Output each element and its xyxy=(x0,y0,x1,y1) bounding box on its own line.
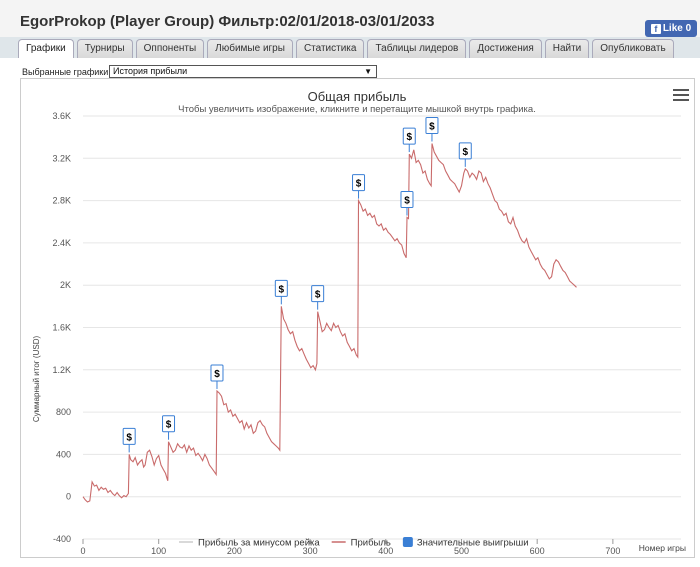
big-win-label: $ xyxy=(126,432,132,443)
big-win-label: $ xyxy=(315,290,321,301)
chart-selector-value: История прибыли xyxy=(113,66,188,76)
y-tick-label: 2K xyxy=(60,280,71,290)
big-win-label: $ xyxy=(429,121,435,132)
y-tick-label: 2.8K xyxy=(52,196,71,206)
facebook-like-label: Like 0 xyxy=(662,23,692,34)
x-axis-ticks: 0 100 200 300 400 500 600 700 xyxy=(80,539,620,556)
chart-grid xyxy=(83,115,681,540)
chart-menu-icon[interactable] xyxy=(673,89,689,101)
x-tick-label: 600 xyxy=(530,546,545,556)
chart-container[interactable]: Общая прибыль Чтобы увеличить изображени… xyxy=(20,78,695,558)
x-tick-label: 300 xyxy=(303,546,318,556)
x-tick-label: 100 xyxy=(151,546,166,556)
big-win-label: $ xyxy=(404,196,410,207)
y-tick-label: 800 xyxy=(56,407,71,417)
series-line-profit xyxy=(82,143,577,503)
tab-3[interactable]: Любимые игры xyxy=(207,39,293,58)
big-win-label: $ xyxy=(166,420,172,431)
profit-chart[interactable]: Общая прибыль Чтобы увеличить изображени… xyxy=(21,79,694,557)
tab-1[interactable]: Турниры xyxy=(76,39,133,58)
y-tick-label: 400 xyxy=(56,449,71,459)
page-title: EgorProkop (Player Group) Фильтр:02/01/2… xyxy=(20,13,435,30)
tab-7[interactable]: Найти xyxy=(544,39,590,58)
chart-title: Общая прибыль xyxy=(308,89,407,104)
x-tick-label: 200 xyxy=(227,546,242,556)
x-tick-label: 0 xyxy=(80,546,85,556)
tab-4[interactable]: Статистика xyxy=(295,39,365,58)
y-tick-label: -400 xyxy=(53,534,71,544)
big-win-marker[interactable]: $ xyxy=(402,127,416,153)
chart-series xyxy=(82,143,577,503)
big-win-marker[interactable]: $ xyxy=(210,364,224,389)
y-tick-label: 1.6K xyxy=(52,323,71,333)
main-content: Выбранные графики: История прибыли ▼ Общ… xyxy=(0,58,700,567)
chart-subtitle: Чтобы увеличить изображение, кликните и … xyxy=(178,104,536,115)
big-win-marker[interactable]: $ xyxy=(162,415,176,440)
big-win-marker[interactable]: $ xyxy=(274,279,288,305)
big-win-label: $ xyxy=(462,147,468,158)
chart-selector-dropdown[interactable]: История прибыли ▼ xyxy=(109,65,377,78)
big-win-marker[interactable]: $ xyxy=(400,191,414,216)
big-win-label: $ xyxy=(214,369,220,380)
y-tick-label: 1.2K xyxy=(52,365,71,375)
page-header: EgorProkop (Player Group) Фильтр:02/01/2… xyxy=(0,0,700,37)
legend-item[interactable]: Значительные выигрыши xyxy=(402,537,529,549)
tab-8[interactable]: Опубликовать xyxy=(592,39,674,58)
x-tick-label: 700 xyxy=(605,546,620,556)
y-axis-label: Суммарный итог (USD) xyxy=(32,336,41,423)
big-win-marker[interactable]: $ xyxy=(352,174,366,199)
tab-2[interactable]: Оппоненты xyxy=(135,39,205,58)
big-win-markers: $ $ $ $ $ $ $ $ $ $ xyxy=(122,116,472,453)
chart-legend: Прибыль за минусом рейка Прибыль Значитель… xyxy=(179,537,529,549)
legend-label: Значительные выигрыши xyxy=(417,538,529,549)
y-tick-label: 0 xyxy=(66,492,71,502)
big-win-marker[interactable]: $ xyxy=(122,427,136,453)
big-win-marker[interactable]: $ xyxy=(425,116,439,142)
facebook-like-button[interactable]: f Like 0 xyxy=(645,20,697,37)
x-tick-label: 400 xyxy=(378,546,393,556)
big-win-marker[interactable]: $ xyxy=(458,142,472,167)
legend-item[interactable]: Прибыль xyxy=(331,538,391,549)
y-axis-ticks: -400 0 400 800 1.2K 1.6K 2K 2.4K 2.8K 3.2K 3.6K xyxy=(52,111,71,544)
tab-6[interactable]: Достижения xyxy=(469,39,542,58)
y-tick-label: 3.6K xyxy=(52,111,71,121)
tab-0[interactable]: Графики xyxy=(18,39,74,58)
big-win-label: $ xyxy=(279,284,285,295)
big-win-marker[interactable]: $ xyxy=(311,285,325,310)
x-axis-label: Номер игры xyxy=(639,543,686,553)
dropdown-arrow-icon: ▼ xyxy=(364,67,372,76)
facebook-icon: f xyxy=(650,24,661,34)
y-tick-label: 2.4K xyxy=(52,238,71,248)
big-win-label: $ xyxy=(356,179,362,190)
y-tick-label: 3.2K xyxy=(52,153,71,163)
chart-selector-label: Выбранные графики: xyxy=(22,67,111,77)
legend-label: Прибыль xyxy=(351,538,391,549)
big-win-label: $ xyxy=(406,132,412,143)
legend-label: Прибыль за минусом рейка xyxy=(198,538,320,549)
legend-item[interactable]: Прибыль за минусом рейка xyxy=(179,538,320,549)
tab-bar: Графики Турниры Оппоненты Любимые игры Стати… xyxy=(18,39,674,58)
tab-5[interactable]: Таблицы лидеров xyxy=(367,39,467,58)
x-tick-label: 500 xyxy=(454,546,469,556)
